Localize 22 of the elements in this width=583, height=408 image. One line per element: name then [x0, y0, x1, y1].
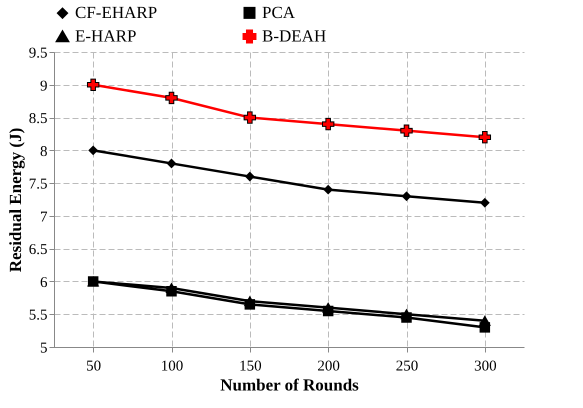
x-tick-label: 150	[239, 358, 262, 374]
y-tick-label: 8	[40, 144, 48, 160]
x-tick-label: 50	[86, 358, 102, 374]
y-tick-label: 8.5	[28, 111, 48, 128]
y-tick-label: 6	[40, 274, 48, 291]
y-tick-label: 7	[40, 209, 48, 226]
y-tick-label: 7.5	[28, 176, 48, 193]
x-tick-label: 100	[160, 358, 184, 374]
legend-label: CF-EHARP	[75, 3, 158, 22]
legend-label: PCA	[262, 2, 296, 22]
y-tick-label: 5	[40, 340, 48, 356]
y-axis-title: Residual Energy (J)	[6, 128, 25, 272]
x-tick-label: 250	[396, 358, 418, 374]
legend-label: E-HARP	[75, 26, 136, 46]
x-tick-label: 200	[317, 358, 340, 374]
x-axis-title: Number of Rounds	[220, 376, 360, 394]
x-tick-label: 300	[474, 358, 497, 374]
y-tick-label: 9.5	[28, 46, 48, 62]
y-tick-label: 6.5	[28, 242, 48, 258]
y-tick-label: 9	[40, 78, 48, 94]
y-tick-label: 5.5	[28, 308, 48, 324]
legend-label: B-DEAH	[262, 26, 326, 46]
